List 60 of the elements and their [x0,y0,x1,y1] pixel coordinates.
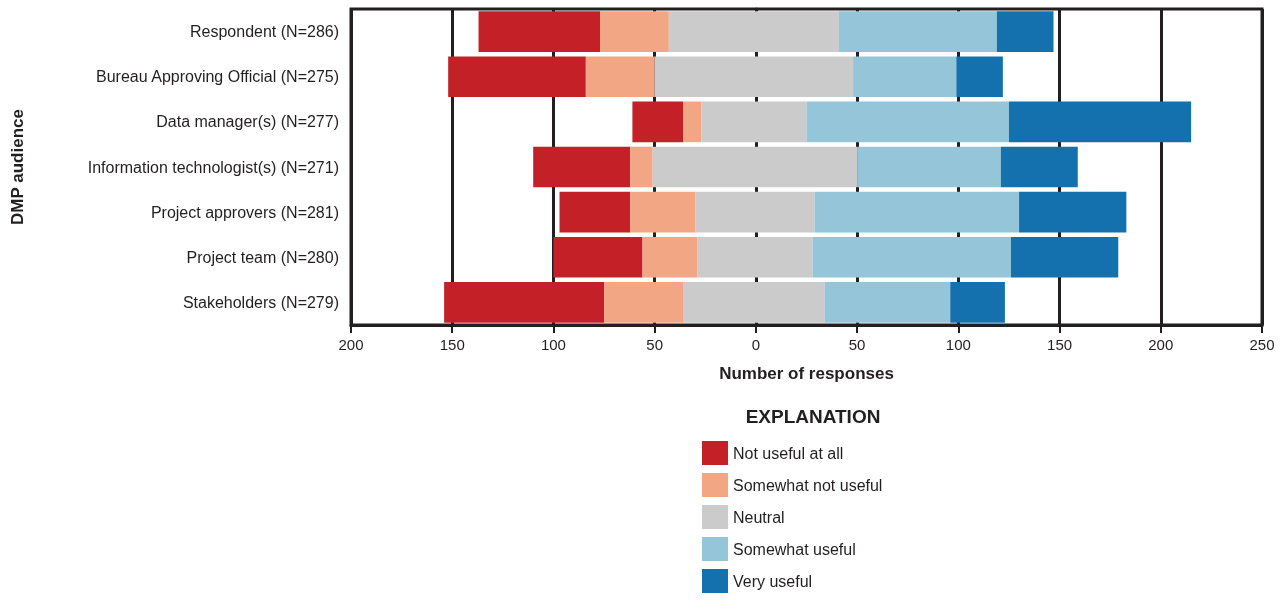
bar [701,101,807,143]
bar [478,11,601,52]
bar [857,146,1001,188]
bar [697,236,813,278]
bar [1008,101,1192,143]
bar [950,282,1005,323]
bar [652,146,858,188]
x-tick-label: 150 [1047,336,1073,353]
legend-label: Somewhat not useful [733,476,883,494]
bar [838,11,997,52]
bar [642,236,698,278]
x-tick-label: 100 [945,336,971,353]
bar [853,56,957,98]
bar [806,101,1009,143]
bar [604,282,684,323]
x-tick-label: 200 [338,336,364,353]
y-tick-label: Stakeholders (N=279) [182,293,339,311]
bar [600,11,669,52]
legend-label: Neutral [733,508,785,526]
bar [630,146,653,188]
y-axis-title: DMP audience [8,109,27,225]
x-tick-label: 200 [1148,336,1174,353]
bar [533,146,631,188]
x-tick-label: 100 [540,336,566,353]
x-tick-label: 0 [751,336,761,353]
x-tick-label: 50 [848,336,866,353]
bar [444,282,605,323]
y-tick-label: Information technologist(s) (N=271) [87,158,339,176]
y-tick-label: Data manager(s) (N=277) [156,113,339,131]
x-tick-label: 250 [1249,336,1275,353]
y-tick-label: Project team (N=280) [186,248,339,266]
legend-label: Somewhat useful [733,540,856,558]
y-tick-label: Project approvers (N=281) [150,203,339,221]
bar [632,101,684,143]
bar [668,11,839,52]
bar [1019,191,1127,233]
legend-label: Not useful at all [733,444,844,462]
bar [695,191,815,233]
bar [812,236,1011,278]
y-tick-label: Respondent (N=286) [190,23,339,41]
bar [1000,146,1078,188]
bar [824,282,951,323]
bar [630,191,696,233]
legend-label: Very useful [733,572,813,590]
bar [814,191,1020,233]
bar [996,11,1054,52]
y-tick-label: Bureau Approving Official (N=275) [96,68,339,86]
bar [585,56,655,98]
bar [448,56,586,98]
x-tick-label: 50 [646,336,664,353]
bar [553,236,643,278]
bar [654,56,854,98]
bar [1010,236,1119,278]
legend-title: EXPLANATION [745,406,881,427]
x-axis-title: Number of responses [719,364,894,383]
bar [559,191,631,233]
bar [683,282,825,323]
bar [956,56,1003,98]
x-tick-label: 150 [439,336,465,353]
bar [683,101,702,143]
